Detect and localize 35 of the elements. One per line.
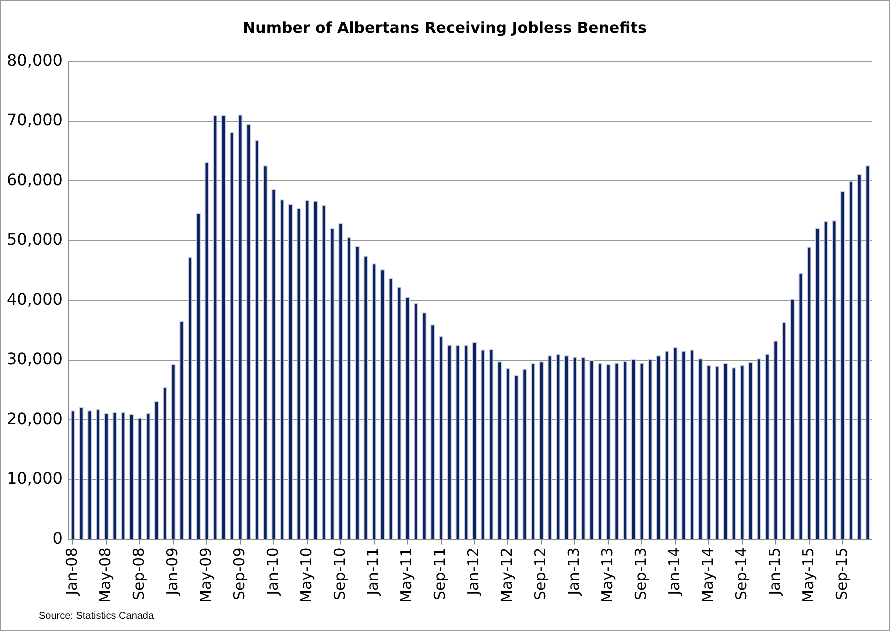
x-tick-label: May-15 [799, 548, 818, 604]
x-tick-label: Sep-12 [532, 548, 550, 601]
x-tick-label: Sep-09 [230, 548, 248, 601]
y-tick-label: 80,000 [7, 50, 63, 70]
y-tick-label: 30,000 [7, 350, 63, 369]
x-tick-label: Jan-15 [766, 548, 784, 596]
x-tick-label: Jan-10 [264, 548, 282, 596]
x-tick-label: Sep-15 [832, 548, 851, 601]
x-tick-label: Jan-08 [63, 548, 82, 596]
y-tick-label: 70,000 [7, 110, 63, 130]
x-tick-label: May-11 [398, 548, 416, 604]
y-tick-label: 0 [52, 528, 63, 548]
x-tick-label: Jan-11 [364, 548, 382, 596]
x-tick-label: Jan-14 [665, 548, 684, 596]
x-tick-label: May-14 [698, 548, 717, 604]
x-tick-label: May-12 [498, 548, 516, 604]
x-tick-label: Jan-09 [163, 548, 182, 596]
x-tick-label: Sep-08 [130, 548, 148, 601]
source-note: Source: Statistics Canada [39, 611, 154, 622]
x-tick-label: Sep-14 [732, 548, 750, 601]
x-tick-label: Jan-12 [464, 548, 483, 596]
x-tick-label: May-13 [598, 548, 616, 604]
y-tick-label: 10,000 [7, 469, 63, 488]
chart-title: Number of Albertans Receiving Jobless Benefits [242, 19, 648, 37]
y-tick-label: 40,000 [7, 290, 63, 309]
x-tick-label: Jan-13 [565, 548, 584, 596]
y-tick-label: 20,000 [7, 409, 63, 428]
x-tick-label: Sep-10 [330, 548, 349, 601]
x-tick-label: May-08 [96, 548, 115, 604]
x-tick-label: Sep-11 [431, 548, 450, 601]
y-tick-label: 60,000 [7, 170, 63, 190]
y-tick-label: 50,000 [7, 230, 63, 250]
x-tick-label: May-09 [196, 548, 215, 604]
x-tick-label: May-10 [297, 548, 316, 604]
x-tick-label: Sep-13 [632, 548, 650, 601]
